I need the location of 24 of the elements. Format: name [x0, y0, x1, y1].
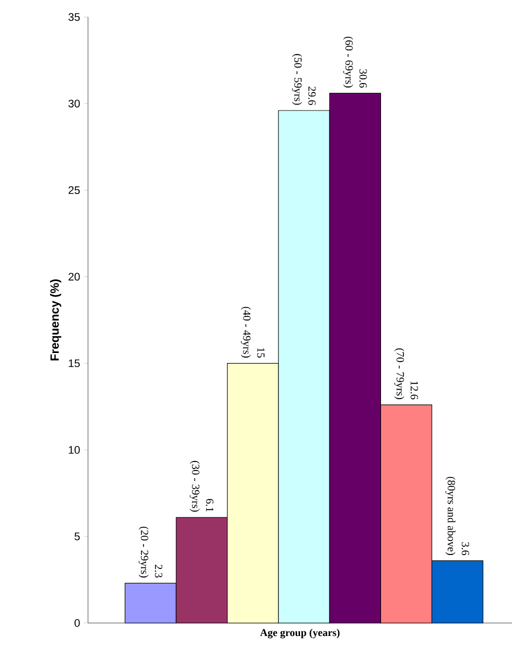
data-label: 15	[257, 348, 265, 358]
data-label: 2.3	[154, 564, 162, 578]
data-label: 3.6	[462, 542, 470, 556]
x-tick-label: (80yrs and above)	[445, 476, 456, 555]
y-tick-label: 20	[68, 272, 80, 281]
y-tick-label: 0	[74, 619, 80, 627]
x-tick-label: (60 - 69yrs)	[343, 36, 354, 88]
x-tick-label: (50 - 59yrs)	[292, 54, 302, 105]
y-tick-label: 5	[74, 532, 80, 540]
y-tick-label: 35	[68, 13, 80, 21]
x-tick-label: (30 - 39yrs)	[190, 460, 200, 512]
x-tick-label: (40 - 49yrs)	[240, 306, 251, 358]
x-axis-title: Age group (years)	[260, 628, 340, 638]
data-label: 6.1	[206, 498, 214, 512]
y-axis-title: Frequency (%)	[50, 279, 62, 360]
data-label: 30.6	[359, 69, 367, 88]
y-tick-label: 25	[68, 186, 80, 194]
data-label: 29.6	[308, 86, 316, 105]
y-tick-label: 10	[68, 446, 80, 454]
y-tick-label: 15	[68, 359, 80, 368]
data-label: 12.6	[410, 381, 418, 400]
x-tick-label: (70 - 79yrs)	[394, 348, 404, 400]
x-tick-label: (20 - 29yrs)	[138, 526, 149, 578]
y-tick-label: 30	[68, 100, 80, 108]
